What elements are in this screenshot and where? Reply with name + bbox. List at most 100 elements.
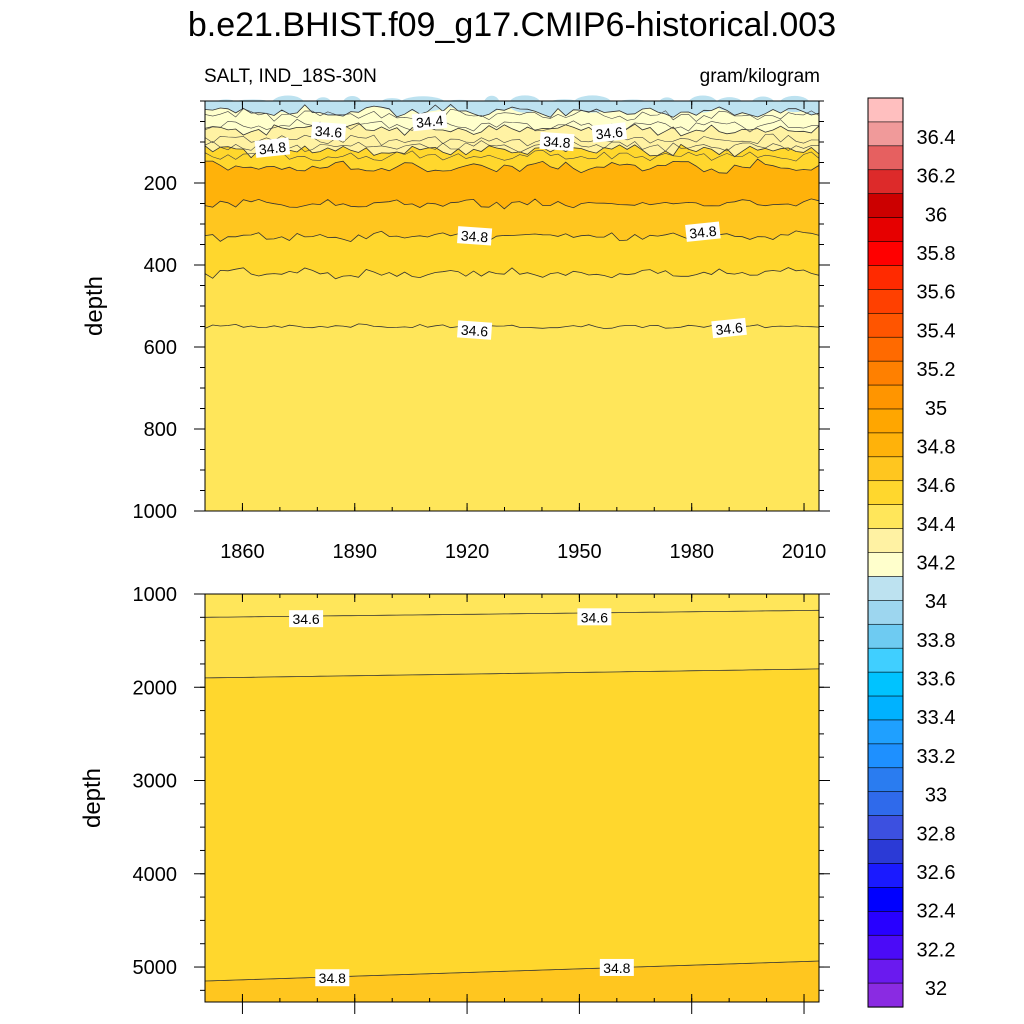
x-tick-label: 1920 <box>445 541 490 563</box>
upper-y-axis-label: depth <box>81 276 108 336</box>
lower-band-1 <box>205 610 819 678</box>
colorbar-label: 34.8 <box>917 436 956 458</box>
upper-band-5 <box>205 198 819 242</box>
x-tick-label: 1860 <box>220 541 265 563</box>
surface-fresh-patch <box>271 95 305 113</box>
svg-text:34.6: 34.6 <box>460 322 489 340</box>
colorbar-label: 34.2 <box>917 553 956 575</box>
colorbar-swatch <box>867 432 904 458</box>
colorbar-label: 33.8 <box>917 630 956 652</box>
surface-fresh-patch <box>399 96 447 112</box>
colorbar-swatch <box>867 863 904 888</box>
upper-contour-label: 34.6 <box>591 122 628 143</box>
colorbar-swatch <box>867 887 904 912</box>
svg-text:34.8: 34.8 <box>460 227 489 245</box>
colorbar-label: 33.6 <box>917 669 956 691</box>
y-tick-label: 4000 <box>133 864 178 886</box>
upper-contour-label: 34.4 <box>411 110 448 132</box>
y-tick-label: 1000 <box>133 501 178 523</box>
colorbar-swatch <box>867 504 904 530</box>
lower-contour-labels: 34.6 34.6 34.8 34.8 <box>289 608 634 987</box>
colorbar: 32 32.2 32.4 32.6 32.8 33 33.2 33.4 33.6 33.8 34 34… <box>867 97 956 1008</box>
colorbar-swatch <box>867 480 904 506</box>
colorbar-label: 34.6 <box>917 475 956 497</box>
colorbar-label: 33.4 <box>917 707 956 729</box>
colorbar-swatch <box>867 671 904 697</box>
upper-y-axis: 200 400 600 800 1000 <box>133 100 830 523</box>
upper-band-4 <box>205 159 819 209</box>
colorbar-label: 33 <box>925 785 947 807</box>
upper-x-axis: 1860 1890 1920 1950 1980 2010 <box>204 101 827 563</box>
lower-band-2 <box>205 668 819 981</box>
colorbar-label: 32.8 <box>917 823 956 845</box>
upper-contour-line <box>204 143 820 159</box>
surface-fresh-patch <box>342 96 363 112</box>
colorbar-label: 35 <box>925 398 947 420</box>
upper-contour-line <box>204 118 820 133</box>
lower-contour-fills <box>205 594 819 1002</box>
upper-contour-line <box>205 158 820 174</box>
surface-fresh-patch <box>779 95 811 113</box>
upper-contour-line <box>204 133 820 147</box>
upper-contour-line <box>204 149 820 162</box>
upper-contour-label: 34.8 <box>457 226 493 246</box>
y-tick-label: 800 <box>144 419 177 441</box>
y-tick-label: 2000 <box>133 677 178 699</box>
lower-panel: 34.6 34.6 34.8 34.8 1000 2000 3000 4000 5000 de… <box>79 584 830 1014</box>
lower-contour-label: 34.6 <box>289 610 324 628</box>
lower-contour-label: 34.8 <box>315 969 350 987</box>
upper-band-2 <box>205 123 819 158</box>
colorbar-swatch <box>867 97 904 123</box>
colorbar-swatch <box>867 576 904 601</box>
upper-contour-line <box>204 122 820 137</box>
svg-text:34.6: 34.6 <box>595 124 624 143</box>
surface-fresh-patch <box>214 99 238 109</box>
upper-contour-fills <box>205 95 819 511</box>
colorbar-label: 35.6 <box>917 282 956 304</box>
colorbar-swatch <box>867 911 904 936</box>
surface-fresh-patch <box>547 99 582 109</box>
x-tick-label: 1890 <box>333 541 378 563</box>
upper-contour-label: 34.6 <box>711 317 747 339</box>
colorbar-label: 35.8 <box>917 243 956 265</box>
upper-contour-labels: 34.8 34.6 34.4 34.8 34.6 34.8 34.8 34.6 34.6 <box>254 110 747 340</box>
colorbar-label: 34 <box>925 591 947 613</box>
y-tick-label: 1000 <box>133 584 178 606</box>
lower-y-axis-label: depth <box>79 768 106 828</box>
lower-band-3 <box>205 961 819 1002</box>
lower-band-0 <box>205 594 819 618</box>
lower-plot-frame <box>204 593 820 1003</box>
colorbar-swatch <box>867 121 904 147</box>
upper-contour-label: 34.8 <box>685 221 721 242</box>
svg-text:34.8: 34.8 <box>258 139 287 158</box>
colorbar-swatch <box>867 743 904 769</box>
svg-text:34.8: 34.8 <box>319 970 346 986</box>
colorbar-swatch <box>867 982 904 1008</box>
colorbar-label: 35.4 <box>917 320 956 342</box>
upper-band-8 <box>205 323 819 511</box>
x-tick-label: 2010 <box>782 541 827 563</box>
upper-contour-label: 34.6 <box>457 320 493 340</box>
colorbar-label: 33.2 <box>917 746 956 768</box>
colorbar-swatch <box>867 193 904 219</box>
surface-fresh-patch <box>658 97 676 111</box>
svg-text:34.6: 34.6 <box>292 611 319 627</box>
lower-x-axis <box>204 594 805 1014</box>
colorbar-swatch <box>867 265 904 290</box>
colorbar-swatch <box>867 791 904 817</box>
surface-fresh-patch <box>509 95 541 113</box>
colorbar-swatch <box>867 815 904 841</box>
upper-band-7 <box>205 267 819 329</box>
upper-contour-label: 34.6 <box>311 121 347 141</box>
surface-fresh-patch <box>751 96 775 112</box>
colorbar-label: 32.2 <box>917 939 956 961</box>
colorbar-swatch <box>867 408 904 434</box>
y-tick-label: 400 <box>144 255 177 277</box>
upper-contour-line <box>204 103 820 118</box>
lower-y-axis: 1000 2000 3000 4000 5000 <box>133 584 830 991</box>
upper-panel: 34.8 34.6 34.4 34.8 34.6 34.8 34.8 34.6 34.6 186… <box>81 95 830 563</box>
colorbar-swatch <box>867 289 904 314</box>
colorbar-swatch <box>867 767 904 793</box>
y-tick-label: 3000 <box>133 771 178 793</box>
surface-fresh-patch <box>688 95 718 113</box>
